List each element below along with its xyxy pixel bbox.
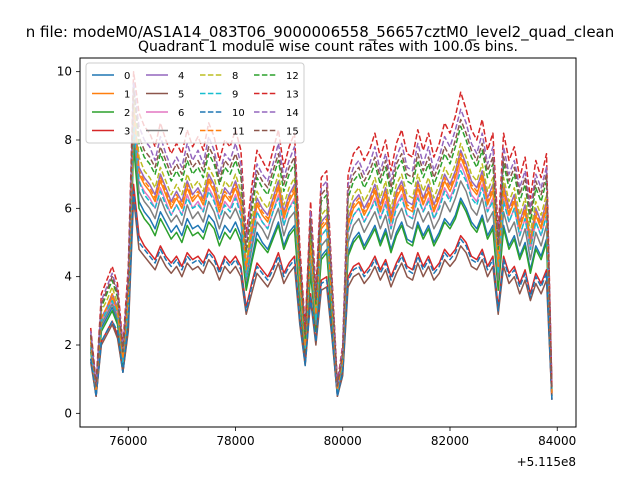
legend-label-7: 7 — [178, 127, 184, 138]
y-tick-label: 4 — [64, 270, 72, 284]
legend-label-5: 5 — [178, 90, 184, 101]
legend-label-12: 12 — [286, 71, 299, 82]
y-tick-label: 8 — [64, 133, 72, 147]
legend-label-15: 15 — [286, 127, 299, 138]
x-axis: 76000 78000 80000 82000 84000 — [109, 427, 576, 448]
legend-label-2: 2 — [124, 108, 130, 119]
legend-box — [85, 62, 305, 144]
legend-label-0: 0 — [124, 71, 130, 82]
chart-title: Quadrant 1 module wise count rates with … — [138, 39, 518, 55]
figure-suptitle: n file: modeM0/AS1A14_083T06_9000006558_… — [26, 23, 615, 42]
x-tick-label: 76000 — [109, 434, 147, 448]
series-line-3 — [89, 183, 553, 400]
series-line-13 — [89, 70, 553, 387]
legend-label-8: 8 — [232, 71, 238, 82]
y-axis: 0 2 4 6 8 10 — [57, 65, 80, 420]
series-line-8 — [89, 94, 553, 391]
legend-label-9: 9 — [232, 90, 238, 101]
legend-label-6: 6 — [178, 108, 184, 119]
series-line-2 — [89, 146, 553, 397]
legend-label-14: 14 — [286, 108, 299, 119]
y-tick-label: 6 — [64, 201, 72, 215]
series-line-9 — [89, 122, 553, 394]
x-offset-label: +5.115e8 — [517, 455, 576, 469]
series-line-10 — [89, 190, 553, 400]
series-line-4 — [89, 101, 553, 393]
y-tick-label: 0 — [64, 406, 72, 420]
legend-label-3: 3 — [124, 127, 130, 138]
series-line-11 — [89, 108, 553, 393]
plot-frame — [79, 57, 577, 428]
x-tick-label: 80000 — [324, 434, 362, 448]
legend-label-1: 1 — [124, 90, 130, 101]
legend-label-4: 4 — [178, 71, 184, 82]
series-line-15 — [89, 88, 553, 390]
legend-label-13: 13 — [286, 90, 299, 101]
legend-label-11: 11 — [232, 127, 245, 138]
y-tick-label: 10 — [57, 65, 72, 79]
x-tick-label: 82000 — [431, 434, 469, 448]
series-lines — [89, 70, 553, 400]
y-tick-label: 2 — [64, 338, 72, 352]
x-tick-label: 78000 — [216, 434, 254, 448]
series-line-14 — [89, 81, 553, 387]
legend-label-10: 10 — [232, 108, 245, 119]
x-tick-label: 84000 — [538, 434, 576, 448]
